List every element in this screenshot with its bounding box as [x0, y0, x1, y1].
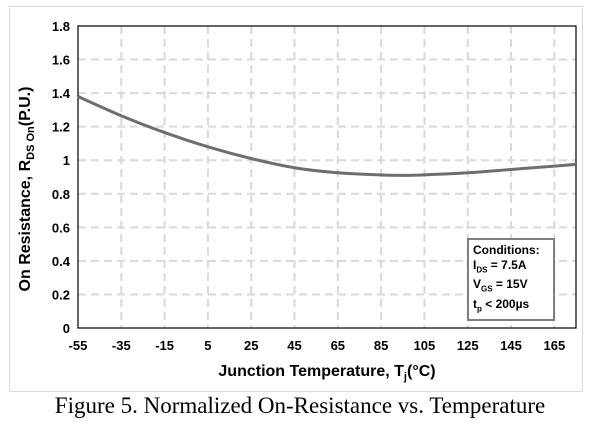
x-tick-label: 125 [457, 338, 479, 353]
chart-frame [9, 6, 583, 392]
x-tick-label: 165 [543, 338, 565, 353]
x-tick-label: -35 [112, 338, 131, 353]
y-tick-label: 1.4 [52, 86, 71, 101]
series-line [77, 95, 577, 177]
condition-vgs: VGS = 15V [473, 277, 528, 294]
figure-caption: Figure 5. Normalized On-Resistance vs. T… [54, 393, 546, 418]
x-tick-label: 5 [204, 338, 211, 353]
conditions-box: Conditions: IDS = 7.5A VGS = 15V tp < 20… [467, 238, 555, 322]
x-tick-label: 105 [414, 338, 436, 353]
x-tick-label: -15 [155, 338, 174, 353]
y-tick-label: 1.2 [52, 120, 70, 135]
x-tick-label: 65 [331, 338, 345, 353]
x-axis-label: Junction Temperature, Tj(°C) [218, 363, 435, 383]
y-tick-label: 1 [63, 153, 70, 168]
y-tick-label: 1.6 [52, 53, 70, 68]
y-tick-label: 1.8 [52, 19, 70, 34]
plot-area-border [77, 25, 577, 329]
x-tick-label: -55 [69, 338, 88, 353]
condition-ids: IDS = 7.5A [473, 258, 527, 275]
y-tick-label: 0.2 [52, 287, 70, 302]
condition-tp: tp < 200µs [473, 296, 530, 314]
y-tick-label: 0 [63, 321, 70, 336]
y-tick-label: 0.6 [52, 220, 70, 235]
y-axis-label: On Resistance, RDS On(P.U.) [17, 87, 37, 292]
y-tick-label: 0.8 [52, 187, 70, 202]
x-tick-label: 45 [287, 338, 301, 353]
x-tick-label: 25 [244, 338, 258, 353]
conditions-title: Conditions: [473, 243, 540, 257]
x-tick-label: 145 [500, 338, 522, 353]
y-tick-label: 0.4 [52, 254, 71, 269]
x-tick-label: 85 [374, 338, 388, 353]
